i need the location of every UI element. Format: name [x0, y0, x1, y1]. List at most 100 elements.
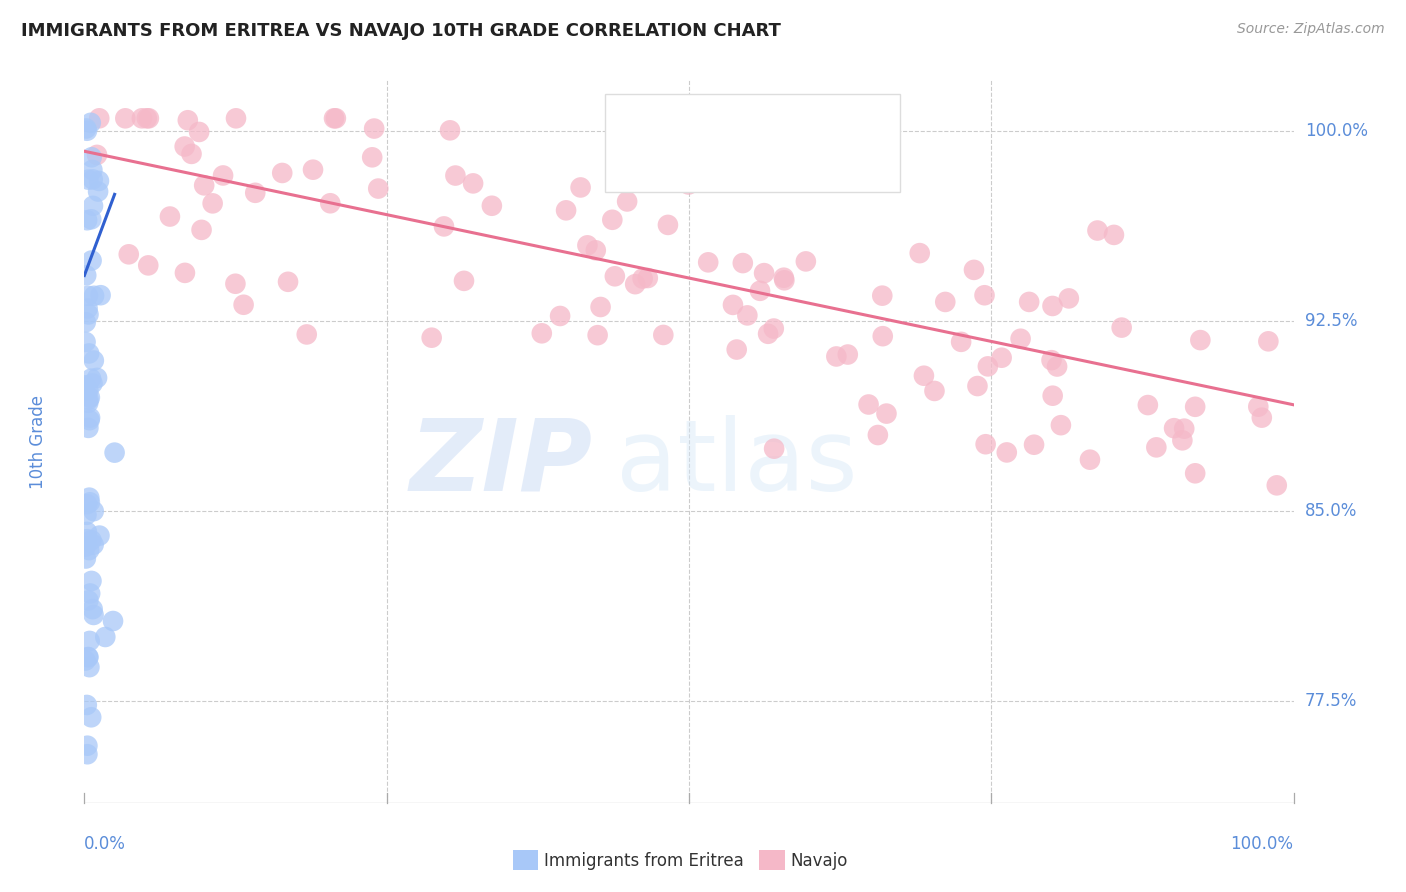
Point [586, 328, 609, 343]
Text: Source: ZipAtlas.com: Source: ZipAtlas.com [1237, 22, 1385, 37]
Point [749, 284, 772, 298]
Point [1046, 359, 1069, 374]
Point [77, 396, 100, 410]
Point [1102, 227, 1125, 242]
Point [83, 504, 105, 518]
Point [569, 180, 592, 194]
Point [79, 660, 101, 674]
Point [76, 747, 98, 762]
Point [763, 442, 786, 456]
Point [576, 238, 599, 252]
Point [934, 294, 956, 309]
Point [721, 298, 744, 312]
Point [80, 212, 103, 227]
Point [295, 327, 318, 342]
Point [652, 328, 675, 343]
Point [908, 246, 931, 260]
Point [1247, 400, 1270, 414]
Text: 100.0%: 100.0% [1305, 122, 1368, 140]
Point [1173, 422, 1195, 436]
Point [75, 551, 97, 566]
Point [75, 268, 97, 283]
Point [277, 275, 299, 289]
Point [453, 274, 475, 288]
Point [76, 124, 98, 138]
Point [875, 407, 897, 421]
Text: N =: N = [761, 120, 792, 137]
Point [173, 139, 195, 153]
Point [76, 301, 98, 316]
Text: atlas: atlas [616, 415, 858, 512]
Point [225, 112, 247, 126]
Point [190, 223, 212, 237]
Point [159, 210, 181, 224]
Point [444, 169, 467, 183]
Point [79, 586, 101, 600]
Point [302, 162, 325, 177]
Text: 77.5%: 77.5% [1305, 692, 1357, 710]
Point [76, 524, 98, 539]
Point [79, 410, 101, 425]
Point [193, 178, 215, 193]
Point [135, 112, 157, 126]
Point [1022, 438, 1045, 452]
Point [75, 121, 97, 136]
Point [530, 326, 553, 341]
Point [752, 266, 775, 280]
Point [585, 244, 607, 258]
Point [75, 315, 97, 329]
Point [87, 185, 110, 199]
Point [82, 376, 104, 391]
Text: R =: R = [665, 120, 696, 137]
Point [138, 112, 160, 126]
Point [131, 112, 153, 126]
Text: IMMIGRANTS FROM ERITREA VS NAVAJO 10TH GRADE CORRELATION CHART: IMMIGRANTS FROM ERITREA VS NAVAJO 10TH G… [21, 22, 780, 40]
Point [75, 540, 97, 554]
Point [461, 177, 484, 191]
Point [83, 538, 105, 552]
Point [624, 277, 647, 292]
Text: R = -0.503: R = -0.503 [665, 161, 762, 179]
Point [631, 271, 654, 285]
Point [75, 508, 97, 522]
Point [79, 495, 101, 509]
Point [76, 213, 98, 227]
Point [643, 174, 665, 188]
Point [174, 266, 197, 280]
Point [80, 253, 103, 268]
Text: 92.5%: 92.5% [1305, 312, 1357, 330]
Point [323, 112, 346, 126]
Point [678, 178, 700, 192]
Point [697, 255, 720, 269]
Point [973, 288, 995, 302]
Point [77, 307, 100, 321]
Point [439, 123, 461, 137]
Point [77, 650, 100, 665]
Point [1087, 223, 1109, 237]
Point [912, 368, 935, 383]
Point [177, 113, 200, 128]
Point [83, 289, 105, 303]
Point [86, 148, 108, 162]
Text: N =: N = [766, 161, 797, 179]
Point [89, 528, 111, 542]
Point [104, 445, 127, 459]
Point [114, 112, 136, 126]
Point [75, 653, 97, 667]
Point [555, 203, 578, 218]
Point [75, 334, 97, 349]
Point [772, 270, 794, 285]
Point [75, 378, 97, 392]
Point [1078, 452, 1101, 467]
Point [1184, 467, 1206, 481]
Point [725, 343, 748, 357]
Point [90, 288, 112, 302]
Point [80, 116, 103, 130]
Point [1050, 418, 1073, 433]
Point [420, 331, 443, 345]
Point [872, 288, 894, 302]
Point [731, 256, 754, 270]
Point [188, 125, 211, 139]
Point [89, 112, 111, 126]
Point [77, 421, 100, 435]
